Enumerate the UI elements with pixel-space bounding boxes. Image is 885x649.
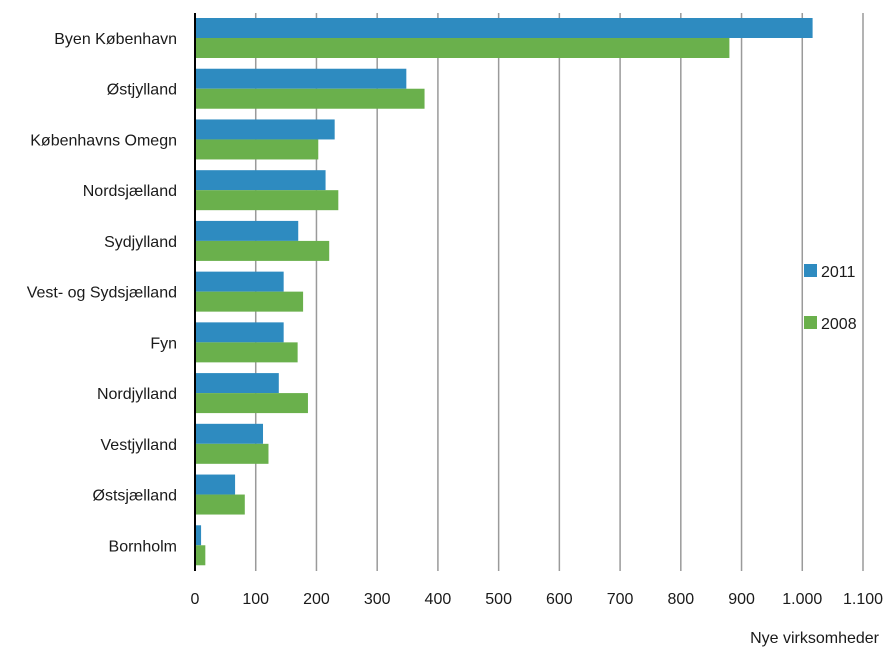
legend-label: 2011 bbox=[821, 264, 856, 281]
legend-swatch bbox=[804, 264, 817, 277]
x-tick-label: 100 bbox=[242, 591, 269, 608]
bar-2011 bbox=[195, 271, 284, 292]
category-label: Fyn bbox=[150, 335, 177, 352]
bar-2008 bbox=[195, 240, 330, 261]
category-label: Vest- og Sydsjælland bbox=[27, 285, 177, 302]
bar-2008 bbox=[195, 393, 308, 414]
x-tick-label: 900 bbox=[728, 591, 755, 608]
category-label: Byen København bbox=[54, 31, 177, 48]
x-tick-label: 600 bbox=[546, 591, 573, 608]
bar-2008 bbox=[195, 190, 339, 211]
bar-2011 bbox=[195, 525, 202, 546]
category-label: Bornholm bbox=[109, 538, 177, 555]
category-label: Østsjælland bbox=[93, 488, 177, 505]
bar-2008 bbox=[195, 139, 319, 160]
x-tick-label: 1.100 bbox=[843, 591, 883, 608]
x-tick-label: 0 bbox=[191, 591, 200, 608]
legend-label: 2008 bbox=[821, 316, 857, 333]
x-tick-label: 300 bbox=[364, 591, 391, 608]
legend-swatch bbox=[804, 316, 817, 329]
bar-2011 bbox=[195, 18, 813, 38]
bar-2008 bbox=[195, 443, 269, 464]
x-tick-labels: 0 100 200 300 400 500 600 700 800 900 1.000 1.100 bbox=[191, 591, 884, 608]
bar-2011 bbox=[195, 68, 407, 89]
bar-2008 bbox=[195, 88, 425, 109]
legend: 2011 2008 bbox=[804, 264, 857, 333]
x-tick-label: 200 bbox=[303, 591, 330, 608]
bar-2011 bbox=[195, 474, 236, 495]
bar-2011 bbox=[195, 119, 335, 140]
bar-2011 bbox=[195, 170, 326, 191]
category-label: Nordjylland bbox=[97, 386, 177, 403]
x-tick-label: 500 bbox=[485, 591, 512, 608]
bar-2011 bbox=[195, 423, 264, 444]
x-axis-title: Nye virksomheder bbox=[750, 630, 880, 647]
category-labels: Byen København Østjylland Københavns Omegn… bbox=[27, 31, 177, 555]
bar-2008 bbox=[195, 545, 206, 566]
bars bbox=[195, 18, 813, 566]
x-tick-label: 700 bbox=[607, 591, 634, 608]
bar-2008 bbox=[195, 342, 298, 363]
x-tick-label: 800 bbox=[667, 591, 694, 608]
x-tick-label: 1.000 bbox=[782, 591, 822, 608]
category-label: Østjylland bbox=[107, 82, 177, 99]
category-label: Københavns Omegn bbox=[30, 132, 177, 149]
bar-2011 bbox=[195, 220, 299, 241]
category-label: Vestjylland bbox=[101, 437, 178, 454]
bar-2011 bbox=[195, 373, 279, 394]
bar-2008 bbox=[195, 291, 304, 312]
x-tick-label: 400 bbox=[425, 591, 452, 608]
bar-2008 bbox=[195, 38, 730, 58]
bar-2011 bbox=[195, 322, 284, 343]
category-label: Nordsjælland bbox=[83, 183, 177, 200]
bar-2008 bbox=[195, 494, 245, 515]
category-label: Sydjylland bbox=[104, 234, 177, 251]
